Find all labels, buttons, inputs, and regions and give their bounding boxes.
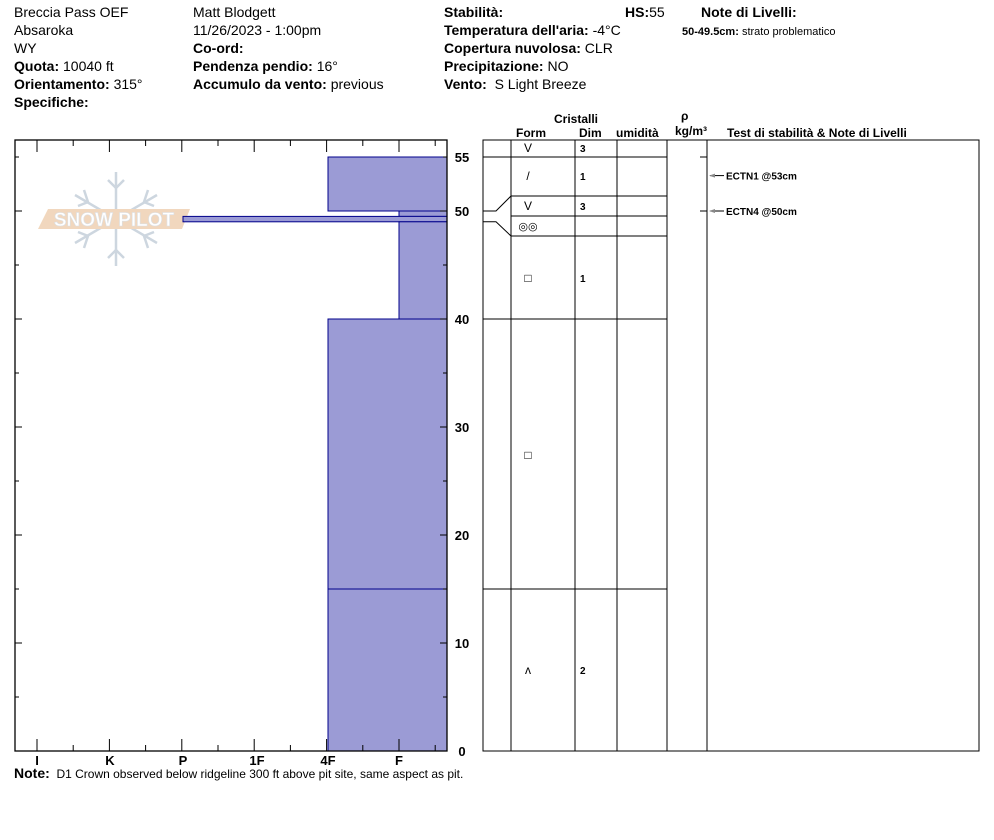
arrow-left-icon <box>709 173 715 178</box>
depth-connector-line <box>483 221 512 237</box>
hardness-layer-bar <box>398 210 448 217</box>
slope: Pendenza pendio: 16° <box>193 57 338 75</box>
grain-form-symbol: / <box>526 169 530 183</box>
sky-value: CLR <box>584 40 613 56</box>
wind-label: Vento: <box>444 76 487 92</box>
grain-size-value: 1 <box>580 172 586 183</box>
form-header: Form <box>516 126 546 140</box>
tests-header: Test di stabilità & Note di Livelli <box>727 126 907 140</box>
slope-value: 16° <box>316 58 338 74</box>
hardness-tick-label: 4F <box>320 753 335 768</box>
layer-notes-title: Note di Livelli: <box>701 4 797 20</box>
wind-loading-label: Accumulo da vento: <box>193 76 327 92</box>
sky: Copertura nuvolosa: CLR <box>444 39 613 57</box>
depth-tick-label: 20 <box>455 528 469 543</box>
precip-value: NO <box>547 58 569 74</box>
aspect: Orientamento: 315° <box>14 75 143 93</box>
hardness-tick-label: 1F <box>249 753 264 768</box>
aspect-label: Orientamento: <box>14 76 110 92</box>
grain-size-value: 3 <box>580 202 586 213</box>
stability-label: Stabilità: <box>444 4 504 20</box>
state: WY <box>14 40 37 56</box>
hs-value: 55 <box>649 4 665 20</box>
layer-note-range: 50-49.5cm: <box>682 26 739 38</box>
elevation: Quota: 10040 ft <box>14 57 114 75</box>
density-symbol: ρ <box>681 109 689 123</box>
grain-size-value: 3 <box>580 144 586 155</box>
slope-label: Pendenza pendio: <box>193 58 313 74</box>
moisture-header: umidità <box>616 126 659 140</box>
grain-form-symbol: ◎◎ <box>518 221 537 233</box>
note-label: Note: <box>14 765 50 781</box>
air-temp-label: Temperatura dell'aria: <box>444 22 589 38</box>
grain-form-symbol: □ <box>524 271 531 285</box>
observer: Matt Blodgett <box>193 4 276 20</box>
hardness-layer-bar <box>398 221 448 320</box>
hardness-tick-label: P <box>179 753 188 768</box>
depth-tick-label: 0 <box>458 744 465 759</box>
elevation-value: 10040 ft <box>63 58 114 74</box>
density-header: kg/m³ <box>675 124 708 138</box>
air-temp-value: -4°C <box>592 22 621 38</box>
air-temp: Temperatura dell'aria: -4°C <box>444 21 621 39</box>
depth-connector-line <box>483 195 512 212</box>
hs: HS:55 <box>625 3 665 21</box>
elevation-label: Quota: <box>14 58 60 74</box>
hardness-layer-bar <box>327 318 448 590</box>
coord-label: Co-ord: <box>193 40 244 56</box>
depth-tick-label: 40 <box>455 312 469 327</box>
stability-test-label: ECTN4 @50cm <box>726 207 797 218</box>
size-header: Dim <box>579 126 602 140</box>
range: Absaroka <box>14 22 74 38</box>
wind-value: S Light Breeze <box>494 76 587 92</box>
note-text: D1 Crown observed below ridgeline 300 ft… <box>56 767 464 781</box>
datetime: 11/26/2023 - 1:00pm <box>193 22 322 38</box>
wind: Vento: S Light Breeze <box>444 75 586 93</box>
depth-tick-label: 10 <box>455 636 469 651</box>
depth-tick-label: 50 <box>455 204 469 219</box>
wind-loading: Accumulo da vento: previous <box>193 75 384 93</box>
hardness-layer-bar <box>327 156 448 212</box>
depth-tick-label: 30 <box>455 420 469 435</box>
logo-text: SNOW PILOT <box>54 210 175 231</box>
precip: Precipitazione: NO <box>444 57 568 75</box>
grain-form-symbol: V <box>524 141 532 155</box>
grain-form-symbol: V <box>524 199 532 213</box>
sky-label: Copertura nuvolosa: <box>444 40 581 56</box>
specifics-label: Specifiche: <box>14 94 89 110</box>
grain-form-symbol: ʌ <box>525 663 531 677</box>
arrow-left-icon <box>709 209 715 213</box>
precip-label: Precipitazione: <box>444 58 544 74</box>
hardness-layer-bar <box>327 588 448 752</box>
crystals-header: Cristalli <box>554 112 599 126</box>
depth-tick-label: 55 <box>455 150 469 165</box>
note: Note: D1 Crown observed below ridgeline … <box>14 766 463 782</box>
wind-loading-value: previous <box>330 76 384 92</box>
hardness-tick-label: F <box>395 753 403 768</box>
hs-label: HS: <box>625 4 650 20</box>
grain-form-symbol: □ <box>524 448 531 462</box>
layer-table-frame <box>482 139 980 752</box>
layer-note: 50-49.5cm: strato problematico <box>682 23 835 41</box>
plot-frame <box>14 139 448 752</box>
hardness-tick-label: I <box>35 753 39 768</box>
layer-note-text: strato problematico <box>741 26 836 38</box>
snowpilot-logo: SNOW PILOT <box>38 172 190 266</box>
grain-size-value: 1 <box>580 274 586 285</box>
stability-test-label: ECTN1 @53cm <box>726 172 797 183</box>
aspect-value: 315° <box>113 76 143 92</box>
location: Breccia Pass OEF <box>14 4 129 20</box>
hardness-tick-label: K <box>105 753 115 768</box>
grain-size-value: 2 <box>580 666 586 677</box>
hardness-layer-bar <box>182 215 448 223</box>
